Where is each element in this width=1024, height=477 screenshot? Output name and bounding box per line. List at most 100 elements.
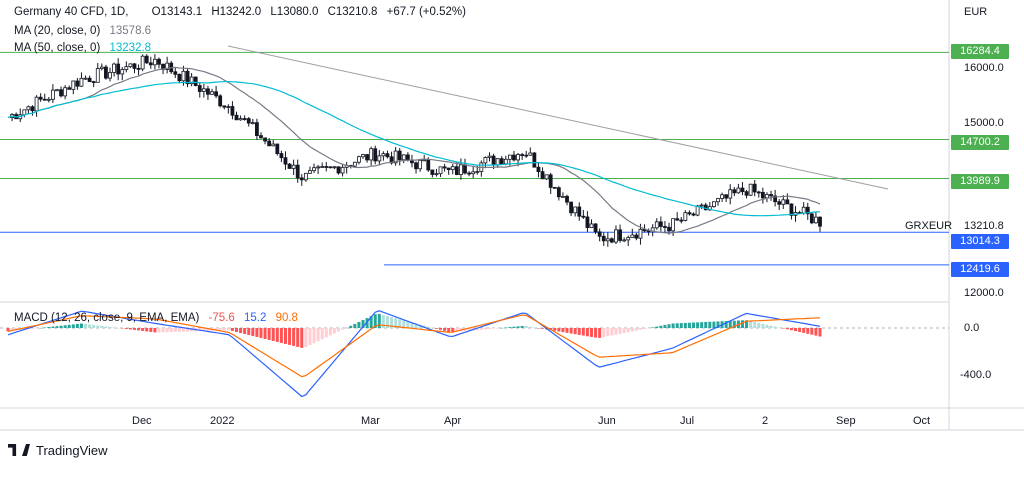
macd-hist-bar	[753, 322, 757, 328]
candle-down	[581, 215, 586, 218]
macd-hist-bar	[92, 324, 96, 328]
candle-up	[124, 66, 129, 71]
macd-hist-bar	[390, 317, 394, 328]
macd-hist-bar	[749, 321, 753, 328]
macd-hist-bar	[692, 322, 696, 328]
ma20-legend[interactable]: MA (20, close, 0) 13578.6	[14, 25, 157, 37]
level-badge-13014[interactable]: 13014.3	[951, 234, 1009, 249]
macd-hist-bar	[79, 323, 83, 328]
macd-hist-bar	[153, 328, 157, 333]
candle-up	[152, 58, 157, 66]
ma50-legend[interactable]: MA (50, close, 0) 13232.8	[14, 42, 157, 54]
candle-up	[573, 206, 578, 214]
ma20-value: 13578.6	[109, 25, 152, 37]
ohlc-change: +67.7 (+0.52%)	[386, 6, 466, 18]
macd-hist-bar	[716, 321, 720, 328]
macd-hist-bar	[789, 328, 793, 331]
candle-down	[173, 71, 178, 75]
candle-down	[324, 166, 329, 168]
macd-hist-bar	[496, 328, 500, 329]
macd-hist-bar	[275, 328, 279, 342]
macd-hist-bar	[802, 328, 806, 333]
macd-hist-bar	[740, 320, 744, 328]
candle-up	[99, 66, 104, 69]
candle-up	[622, 239, 627, 242]
candle-up	[503, 158, 508, 165]
candle-up	[189, 76, 194, 85]
candle-up	[781, 199, 786, 205]
candle-down	[206, 88, 210, 95]
tradingview-logo[interactable]: TradingView	[8, 443, 108, 458]
level-badge-13989[interactable]: 13989.9	[951, 174, 1009, 189]
candle-down	[777, 201, 782, 205]
candle-up	[630, 234, 635, 238]
macd-hist-bar	[536, 328, 540, 329]
candle-up	[699, 204, 704, 207]
candle-down	[116, 63, 121, 75]
macd-hist-bar	[63, 325, 67, 328]
macd-line	[7, 310, 821, 398]
macd-hist-bar	[10, 328, 14, 331]
macd-hist-bar	[565, 328, 569, 333]
macd-tick-neg400: -400.0	[960, 369, 992, 381]
macd-hist-bar	[794, 328, 798, 332]
candle-down	[618, 229, 622, 241]
macd-hist-bar	[96, 325, 100, 328]
candle-down	[255, 122, 259, 136]
candle-up	[369, 148, 374, 161]
price-tick-16000: 16000.0	[964, 62, 1004, 74]
candle-down	[756, 191, 761, 194]
macd-hist-bar	[679, 323, 683, 328]
macd-hist-bar	[230, 328, 234, 331]
candle-up	[654, 221, 659, 229]
candle-up	[736, 187, 741, 194]
macd-hist-bar	[508, 327, 512, 328]
candle-down	[283, 157, 288, 165]
macd-hist-bar	[785, 328, 789, 330]
macd-hist-bar	[181, 328, 185, 332]
level-badge-14700[interactable]: 14700.2	[951, 135, 1009, 150]
macd-hist-bar	[132, 328, 136, 330]
macd-hist-bar	[296, 328, 300, 347]
macd-hist-bar	[589, 328, 593, 337]
macd-hist-bar	[337, 328, 341, 332]
candle-up	[250, 122, 255, 125]
candle-down	[91, 81, 96, 83]
candle-up	[95, 68, 100, 83]
candle-down	[38, 96, 43, 100]
time-tick-sep: Sep	[836, 415, 856, 427]
macd-hist-bar	[316, 328, 320, 342]
macd-hist-bar	[614, 328, 618, 335]
candle-up	[393, 150, 398, 164]
macd-legend[interactable]: MACD (12, 26, close, 9, EMA, EMA) -75.6 …	[14, 312, 304, 324]
macd-hist-bar	[479, 328, 483, 330]
macd-hist-bar	[271, 328, 275, 341]
candle-down	[132, 63, 137, 69]
macd-hist-bar	[761, 323, 765, 328]
macd-hist-bar	[577, 328, 581, 335]
candle-up	[332, 166, 337, 169]
level-badge-16284[interactable]: 16284.4	[951, 44, 1009, 59]
candle-up	[589, 223, 594, 228]
level-badge-12419[interactable]: 12419.6	[951, 262, 1009, 277]
candle-up	[487, 155, 492, 158]
macd-hist-bar	[161, 328, 165, 333]
last-price-symbol: GRXEUR	[905, 220, 953, 232]
candle-up	[438, 166, 443, 175]
macd-hist-bar	[361, 320, 365, 328]
macd-hist-bar	[128, 328, 132, 330]
macd-hist-bar	[165, 328, 169, 333]
macd-hist-bar	[75, 323, 79, 328]
macd-hist-bar	[638, 328, 642, 330]
candle-up	[71, 80, 76, 90]
candle-down	[467, 172, 471, 175]
macd-line-value: 15.2	[243, 312, 267, 324]
candle-down	[230, 106, 235, 116]
symbol-title[interactable]: Germany 40 CFD, 1D,	[14, 6, 129, 18]
macd-hist-bar	[283, 328, 287, 344]
macd-hist-bar	[308, 328, 312, 346]
macd-hist-bar	[345, 327, 349, 329]
ma20-label: MA (20, close, 0)	[14, 25, 101, 37]
